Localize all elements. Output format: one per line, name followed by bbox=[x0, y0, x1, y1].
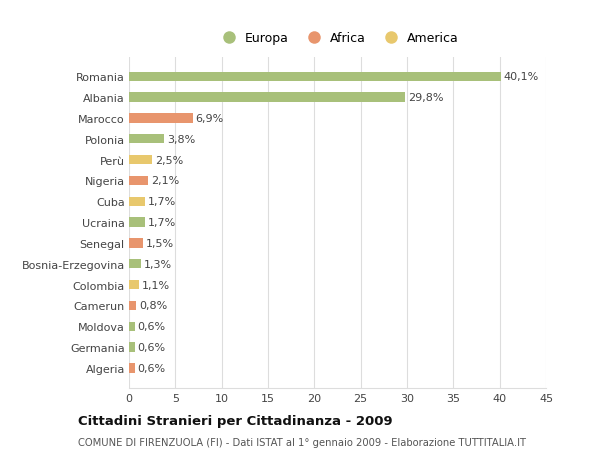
Text: 6,9%: 6,9% bbox=[196, 114, 224, 123]
Bar bbox=[129, 218, 145, 227]
Text: 0,6%: 0,6% bbox=[137, 322, 166, 331]
Bar bbox=[129, 197, 145, 207]
Text: 1,7%: 1,7% bbox=[148, 197, 176, 207]
Text: 0,8%: 0,8% bbox=[139, 301, 167, 311]
Bar bbox=[129, 114, 193, 123]
Text: 2,5%: 2,5% bbox=[155, 155, 183, 165]
Bar bbox=[129, 73, 500, 82]
Bar bbox=[129, 93, 405, 102]
Text: 40,1%: 40,1% bbox=[503, 72, 539, 82]
Text: Cittadini Stranieri per Cittadinanza - 2009: Cittadini Stranieri per Cittadinanza - 2… bbox=[78, 414, 392, 428]
Text: 1,7%: 1,7% bbox=[148, 218, 176, 228]
Bar bbox=[129, 259, 141, 269]
Text: 3,8%: 3,8% bbox=[167, 134, 195, 145]
Text: 0,6%: 0,6% bbox=[137, 342, 166, 353]
Text: 1,1%: 1,1% bbox=[142, 280, 170, 290]
Bar bbox=[129, 239, 143, 248]
Text: 1,3%: 1,3% bbox=[144, 259, 172, 269]
Text: 1,5%: 1,5% bbox=[146, 238, 174, 248]
Bar bbox=[129, 364, 134, 373]
Bar bbox=[129, 156, 152, 165]
Bar bbox=[129, 176, 148, 186]
Bar bbox=[129, 280, 139, 290]
Text: 0,6%: 0,6% bbox=[137, 363, 166, 373]
Text: 2,1%: 2,1% bbox=[151, 176, 179, 186]
Bar bbox=[129, 301, 136, 310]
Bar bbox=[129, 135, 164, 144]
Legend: Europa, Africa, America: Europa, Africa, America bbox=[211, 27, 464, 50]
Text: COMUNE DI FIRENZUOLA (FI) - Dati ISTAT al 1° gennaio 2009 - Elaborazione TUTTITA: COMUNE DI FIRENZUOLA (FI) - Dati ISTAT a… bbox=[78, 437, 526, 447]
Text: 29,8%: 29,8% bbox=[408, 93, 443, 103]
Bar bbox=[129, 322, 134, 331]
Bar bbox=[129, 343, 134, 352]
